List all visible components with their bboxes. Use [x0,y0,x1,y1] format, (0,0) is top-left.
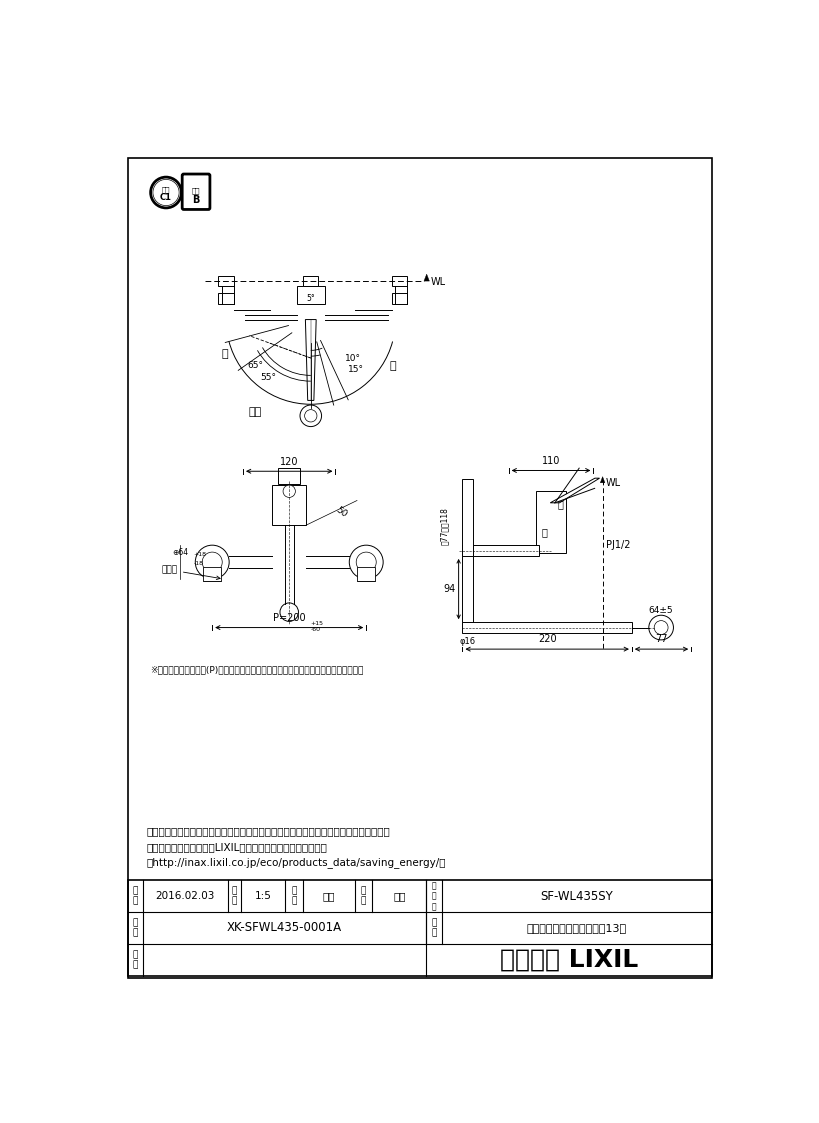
Text: ※印寸法は配管ピッチ(P)が最大～最小の場合を（標準寸法　最大）で示しています。: ※印寸法は配管ピッチ(P)が最大～最小の場合を（標準寸法 最大）で示しています。 [151,666,364,675]
Text: +15: +15 [310,621,324,627]
Text: 取付脚: 取付脚 [162,565,220,579]
Text: 55°: 55° [260,373,277,382]
Text: 尺
度: 尺 度 [232,886,238,906]
Text: 50: 50 [334,505,349,519]
Circle shape [151,177,182,208]
Text: （http://inax.lixil.co.jp/eco/products_data/saving_energy/）: （http://inax.lixil.co.jp/eco/products_da… [147,857,446,868]
Bar [463,545,473,622]
Text: 閉77〜閉118: 閉77〜閉118 [440,506,449,545]
Text: SF-WL435SY: SF-WL435SY [541,889,613,903]
Text: 節湯: 節湯 [192,188,201,194]
Text: 備
考: 備 考 [133,950,138,969]
Text: 節湯: 節湯 [162,186,170,193]
Text: C1: C1 [160,193,172,202]
Bar [303,276,319,285]
Circle shape [305,410,317,422]
Bar [219,276,233,285]
Text: 5°: 5° [306,294,315,303]
Circle shape [202,553,222,572]
Text: ・流量調節栅は取付脚に付いています。取替えの際は、取付脚ごと交換してください。: ・流量調節栅は取付脚に付いています。取替えの際は、取付脚ごと交換してください。 [147,827,391,837]
Text: 15°: 15° [348,365,364,374]
Text: 120: 120 [280,457,298,467]
Text: P=200: P=200 [273,613,305,623]
Text: 94: 94 [443,584,455,594]
Text: 池川: 池川 [393,891,405,901]
Bar [278,468,300,484]
Circle shape [649,615,673,640]
Text: WL: WL [606,477,621,487]
Text: 品
番
号: 品 番 号 [432,882,437,911]
Circle shape [356,553,376,572]
Circle shape [349,545,383,579]
Text: 株式会社 LIXIL: 株式会社 LIXIL [500,948,638,971]
Circle shape [300,405,322,427]
Text: 図
番: 図 番 [133,919,138,938]
Bar [219,293,233,304]
Text: 77: 77 [655,634,667,645]
Text: 110: 110 [542,456,560,466]
Bar [536,491,567,553]
Text: ⊕64: ⊕64 [172,548,188,557]
Bar [357,567,375,581]
Bar [391,293,407,304]
Text: 220: 220 [538,634,556,645]
Text: 混合: 混合 [249,407,262,417]
Text: 閉: 閉 [541,527,547,537]
Bar [391,276,407,285]
Text: +18: +18 [194,551,206,557]
Text: PJ1/2: PJ1/2 [606,540,630,550]
Bar [203,567,221,581]
Text: 2016.02.03: 2016.02.03 [156,891,215,901]
Text: 水: 水 [389,360,396,371]
Bar [272,485,306,526]
Bar [463,478,473,556]
Text: B: B [192,195,200,206]
Polygon shape [424,274,429,281]
Bar [463,622,632,633]
Text: 10°: 10° [346,354,361,363]
Text: 検
図: 検 図 [360,886,366,906]
Text: 64±5: 64±5 [649,606,673,615]
Text: 65°: 65° [247,362,264,371]
Text: ・節湯記号については、LIXILホームページを参照ください。: ・節湯記号については、LIXILホームページを参照ください。 [147,842,328,852]
Text: WL: WL [431,277,446,286]
Text: 製
図: 製 図 [292,886,296,906]
Text: XK-SFWL435-0001A: XK-SFWL435-0001A [227,921,342,934]
Text: 1:5: 1:5 [255,891,272,901]
Text: -60: -60 [310,628,321,632]
Text: 品
名: 品 名 [432,919,437,938]
Text: 湯: 湯 [221,349,228,359]
Text: -18: -18 [194,562,204,566]
Circle shape [195,545,229,579]
Circle shape [280,603,298,621]
Text: φ16: φ16 [459,637,476,646]
Polygon shape [305,320,316,401]
Text: 開: 開 [557,500,563,510]
FancyBboxPatch shape [182,174,210,210]
Circle shape [283,485,296,497]
Text: 日
付: 日 付 [133,886,138,906]
Circle shape [153,180,179,206]
Bar [128,880,712,976]
Text: 宮本: 宮本 [323,891,335,901]
Text: シングルレバー混合水栓（13）: シングルレバー混合水栓（13） [527,923,627,933]
Bar [463,545,540,556]
Circle shape [654,621,668,634]
Bar [297,285,324,304]
Polygon shape [600,476,605,483]
Polygon shape [550,478,600,503]
